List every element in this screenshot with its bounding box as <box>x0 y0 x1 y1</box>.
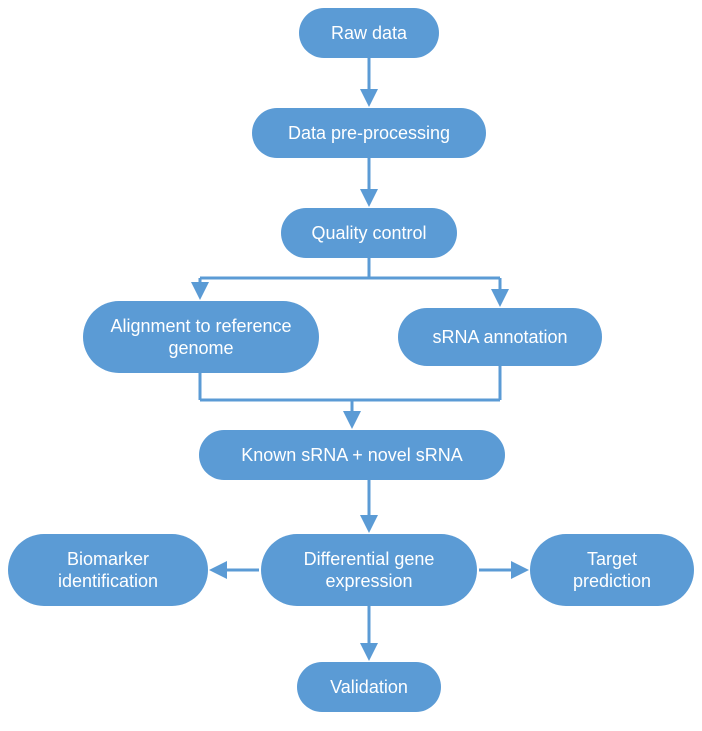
node-label: sRNA annotation <box>432 326 567 349</box>
node-validation: Validation <box>297 662 441 712</box>
node-target: Target prediction <box>530 534 694 606</box>
node-label: Quality control <box>311 222 426 245</box>
flowchart-canvas: Raw data Data pre-processing Quality con… <box>0 0 702 731</box>
node-label: Known sRNA + novel sRNA <box>241 444 463 467</box>
node-label: Alignment to reference genome <box>101 315 301 360</box>
node-annotation: sRNA annotation <box>398 308 602 366</box>
node-label: Biomarker identification <box>26 548 190 593</box>
node-label: Target prediction <box>548 548 676 593</box>
node-quality-control: Quality control <box>281 208 457 258</box>
node-alignment: Alignment to reference genome <box>83 301 319 373</box>
node-label: Raw data <box>331 22 407 45</box>
node-dge: Differential gene expression <box>261 534 477 606</box>
node-preprocessing: Data pre-processing <box>252 108 486 158</box>
node-label: Validation <box>330 676 408 699</box>
node-known-novel: Known sRNA + novel sRNA <box>199 430 505 480</box>
node-raw-data: Raw data <box>299 8 439 58</box>
node-label: Data pre-processing <box>288 122 450 145</box>
node-label: Differential gene expression <box>279 548 459 593</box>
node-biomarker: Biomarker identification <box>8 534 208 606</box>
